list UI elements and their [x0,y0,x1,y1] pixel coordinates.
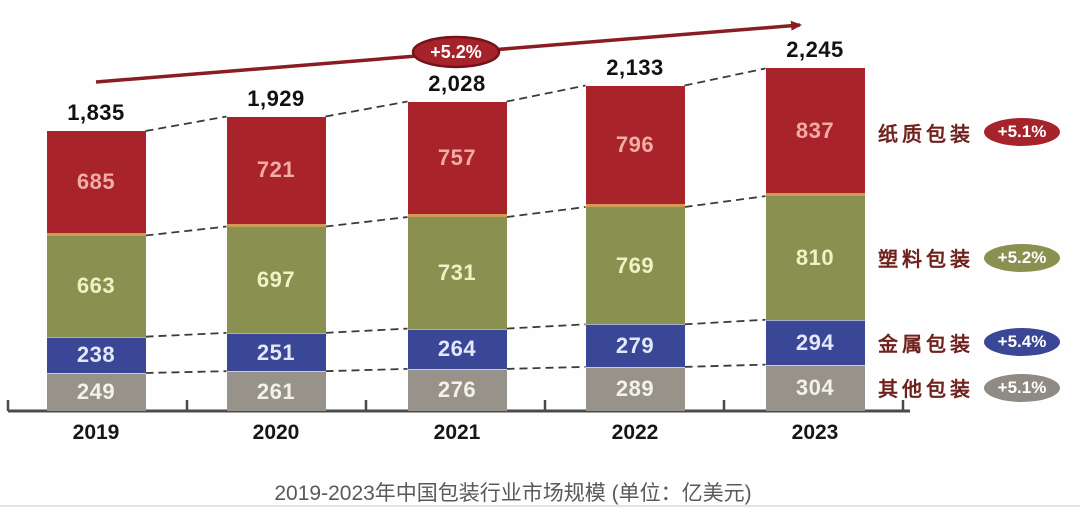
legend-item-metal-packaging: 金属包装 [878,327,974,357]
segment-value-label: 769 [615,252,655,278]
bar-segment-metal-packaging-2019: 238 [46,336,146,373]
segment-value-label: 796 [615,131,655,157]
segment-value-label: 685 [76,168,116,194]
connector-line [145,115,227,132]
connector-line [684,195,766,208]
bar-total-label: 2,245 [786,37,844,63]
bar-segment-paper-packaging-2022: 796 [585,85,685,207]
x-axis-year-label: 2023 [791,421,839,444]
legend-label: 塑料包装 [878,247,974,272]
connector-line [506,206,586,218]
connector-line [325,327,408,334]
segment-value-label: 697 [256,266,296,292]
x-axis-year-label: 2020 [252,421,300,444]
segment-value-label: 294 [795,329,835,355]
bar-segment-plastic-packaging-2019: 663 [46,235,146,337]
x-axis-year-label: 2022 [611,421,659,444]
connector-line [684,67,766,87]
legend-growth-badge-other-packaging: +5.1% [984,373,1060,402]
bar-segment-plastic-packaging-2022: 769 [585,206,685,325]
segment-value-label: 261 [256,378,296,404]
segment-value-label: 264 [437,336,477,362]
legend-item-plastic-packaging: 塑料包装 [878,243,974,273]
x-axis-year-label: 2021 [433,421,481,444]
bar-total-label: 1,835 [67,100,125,125]
bar-segment-metal-packaging-2020: 251 [226,332,326,372]
bar-segment-other-packaging-2021: 276 [407,368,507,411]
legend-label: 金属包装 [878,331,974,356]
segment-value-label: 663 [76,273,116,299]
segment-value-label: 251 [256,339,296,365]
legend-growth-badge-paper-packaging: +5.1% [984,118,1060,147]
bar-segment-metal-packaging-2022: 279 [585,324,685,367]
connector-line [325,100,408,118]
connector-line [325,216,408,228]
bar-total-label: 2,133 [606,54,664,80]
segment-value-label: 249 [76,379,116,405]
segment-value-label: 279 [615,333,655,359]
bar-segment-paper-packaging-2023: 837 [765,68,865,197]
bar-segment-metal-packaging-2021: 264 [407,328,507,369]
segment-value-label: 238 [76,342,116,368]
overall-growth-badge [411,35,501,69]
segment-value-label: 837 [795,117,835,143]
bar-segment-other-packaging-2023: 304 [765,364,865,411]
connector-line [145,370,227,374]
legend-item-other-packaging: 其他包装 [878,373,974,403]
chart-title: 2019-2023年中国包装行业市场规模 (单位：亿美元) [274,482,752,505]
bar-segment-plastic-packaging-2020: 697 [226,226,326,333]
legend-item-paper-packaging: 纸质包装 [878,117,974,147]
connector-line [145,331,227,338]
legend-label: 其他包装 [878,377,974,402]
connector-line [506,84,586,103]
segment-value-label: 810 [795,244,835,270]
segment-value-label: 276 [437,377,477,403]
bar-segment-paper-packaging-2021: 757 [407,101,507,218]
connector-line [684,363,766,368]
bar-segment-metal-packaging-2023: 294 [765,319,865,365]
bar-total-label: 1,929 [247,85,305,111]
bar-segment-paper-packaging-2020: 721 [226,116,326,227]
legend-label: 纸质包装 [878,121,974,146]
bar-segment-paper-packaging-2019: 685 [46,131,146,236]
segment-value-label: 731 [437,259,477,285]
legend-growth-badge-metal-packaging: +5.4% [984,328,1060,357]
bar-segment-other-packaging-2019: 249 [46,373,146,411]
bar-total-label: 2,028 [428,70,486,96]
segment-value-label: 757 [437,144,477,170]
bar-segment-plastic-packaging-2023: 810 [765,196,865,320]
legend-growth-badge-plastic-packaging: +5.2% [984,243,1060,272]
overall-growth-label: +5.2% [430,42,482,62]
bar-segment-other-packaging-2022: 289 [585,366,685,411]
bar-segment-other-packaging-2020: 261 [226,371,326,411]
segment-value-label: 304 [795,375,835,401]
connector-line [506,323,586,330]
segment-value-label: 721 [256,157,296,182]
connector-line [325,367,408,373]
connector-line [506,366,586,370]
x-axis-year-label: 2019 [72,421,120,444]
bar-segment-plastic-packaging-2021: 731 [407,217,507,329]
connector-line [684,318,766,326]
segment-value-label: 289 [615,376,655,402]
connector-line [145,225,227,237]
